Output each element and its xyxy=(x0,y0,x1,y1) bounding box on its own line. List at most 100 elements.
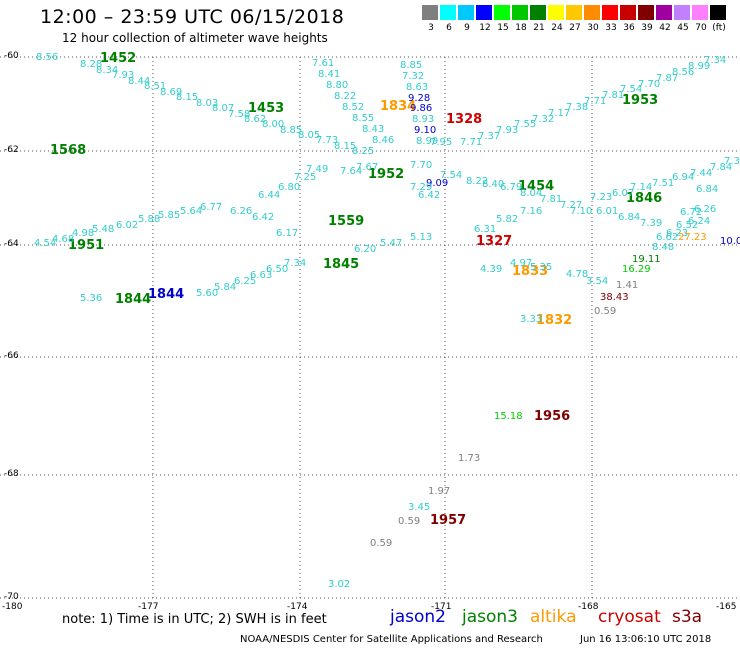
swh-value: 5.48 xyxy=(92,224,114,235)
swh-value: 7.34 xyxy=(704,55,726,66)
swh-value: 5.35 xyxy=(530,262,552,273)
swh-value: 7.73 xyxy=(316,135,338,146)
legend-label: 6 xyxy=(446,23,452,33)
swh-value: 6.44 xyxy=(258,190,280,201)
legend-label: 9 xyxy=(464,23,470,33)
lat-lon-grid xyxy=(0,56,740,599)
swh-value: 7.58 xyxy=(228,109,250,120)
legend-label: 70 xyxy=(695,23,707,33)
swh-value: 8.00 xyxy=(262,119,284,130)
swh-value: 4.54 xyxy=(34,238,56,249)
time-label: 1846 xyxy=(626,191,662,206)
time-label: 1952 xyxy=(368,167,404,182)
swh-value: 7.81 xyxy=(602,90,624,101)
swh-value: 7.44 xyxy=(690,168,712,179)
legend-label: 33 xyxy=(605,23,617,33)
swh-value: 7.64 xyxy=(340,166,362,177)
swh-value: 8.15 xyxy=(176,92,198,103)
swh-value: 7.25 xyxy=(294,172,316,183)
longitude-tick: -177 xyxy=(138,602,159,612)
latitude-tick: -68 xyxy=(4,469,19,479)
generation-timestamp: Jun 16 13:06:10 UTC 2018 xyxy=(580,634,712,645)
time-label: 1568 xyxy=(50,143,86,158)
satellite-s3a-label: s3a xyxy=(672,607,703,627)
longitude-tick: -171 xyxy=(431,602,452,612)
swh-value: 8.48 xyxy=(652,242,674,253)
legend-swatch xyxy=(458,5,474,20)
legend-label: 3 xyxy=(428,23,434,33)
swh-value: 7.32 xyxy=(532,114,554,125)
swh-value: 7.17 xyxy=(548,108,570,119)
swh-value: 8.51 xyxy=(144,81,166,92)
swh-value: 7.87 xyxy=(656,73,678,84)
swh-value: 8.25 xyxy=(352,146,374,157)
legend-label: 36 xyxy=(623,23,635,33)
swh-value: 8.80 xyxy=(326,80,348,91)
swh-value: 7.93 xyxy=(496,125,518,136)
swh-value: 8.22 xyxy=(466,176,488,187)
legend-label: 12 xyxy=(479,23,491,33)
time-label: 1834 xyxy=(380,99,416,114)
legend-swatch xyxy=(638,5,654,20)
swh-value: 7.39 xyxy=(640,218,662,229)
swh-value: 5.64 xyxy=(180,206,202,217)
time-label: 1833 xyxy=(512,264,548,279)
swh-value: 5.85 xyxy=(158,210,180,221)
swh-value: 9.28 xyxy=(408,93,430,104)
swh-value: 9.09 xyxy=(426,178,448,189)
legend-label: 39 xyxy=(641,23,653,33)
swh-value: 6.77 xyxy=(200,202,222,213)
swh-value: 6.80 xyxy=(278,182,300,193)
swh-value: 6.23 xyxy=(666,228,688,239)
swh-value: 6.31 xyxy=(474,224,496,235)
swh-value: 8.62 xyxy=(244,114,266,125)
swh-value: 7.93 xyxy=(112,70,134,81)
swh-value: 8.03 xyxy=(196,98,218,109)
swh-value: 8.43 xyxy=(362,124,384,135)
time-label: 1452 xyxy=(100,51,136,66)
swh-value: 5.60 xyxy=(196,288,218,299)
legend-label: 21 xyxy=(533,23,545,33)
swh-value: 4.97 xyxy=(510,258,532,269)
legend-swatch xyxy=(422,5,438,20)
longitude-tick: -165 xyxy=(716,602,737,612)
swh-value: 7.51 xyxy=(652,178,674,189)
swh-value: 7.23 xyxy=(590,192,612,203)
swh-value: 7.10 xyxy=(570,206,592,217)
swh-value: 7.71 xyxy=(584,96,606,107)
swh-value: 5.13 xyxy=(410,232,432,243)
swh-value: 8.85 xyxy=(280,125,302,136)
swh-value: 7.34 xyxy=(724,156,740,167)
time-label: 1328 xyxy=(446,112,482,127)
swh-value: 7.71 xyxy=(460,137,482,148)
latitude-tick: -60 xyxy=(4,51,19,61)
swh-value: 7.81 xyxy=(540,194,562,205)
legend-label: 42 xyxy=(659,23,671,33)
time-label: 1956 xyxy=(534,409,570,424)
legend-swatch xyxy=(512,5,528,20)
swh-value: 8.93 xyxy=(412,114,434,125)
footer-note: note: 1) Time is in UTC; 2) SWH is in fe… xyxy=(62,612,327,627)
swh-value: 3.54 xyxy=(586,276,608,287)
legend-swatch xyxy=(440,5,456,20)
swh-value: 0.59 xyxy=(594,306,616,317)
swh-value: 8.69 xyxy=(160,87,182,98)
longitude-tick: -174 xyxy=(287,602,308,612)
swh-value: 3.02 xyxy=(328,579,350,590)
swh-value: 7.16 xyxy=(520,206,542,217)
swh-value: 8.04 xyxy=(520,188,542,199)
legend-swatch xyxy=(584,5,600,20)
legend-label: 18 xyxy=(515,23,527,33)
legend-swatch xyxy=(656,5,672,20)
swh-value: 1.97 xyxy=(428,486,450,497)
swh-value: 7.70 xyxy=(638,79,660,90)
swh-value: 9.10 xyxy=(414,125,436,136)
swh-value: 8.99 xyxy=(688,61,710,72)
satellite-altika-label: altika xyxy=(530,607,577,627)
legend-label: (ft) xyxy=(712,23,726,33)
swh-value: 7.37 xyxy=(478,131,500,142)
time-label: 1953 xyxy=(622,93,658,108)
time-label: 1951 xyxy=(68,238,104,253)
time-label: 1844 xyxy=(115,292,151,307)
